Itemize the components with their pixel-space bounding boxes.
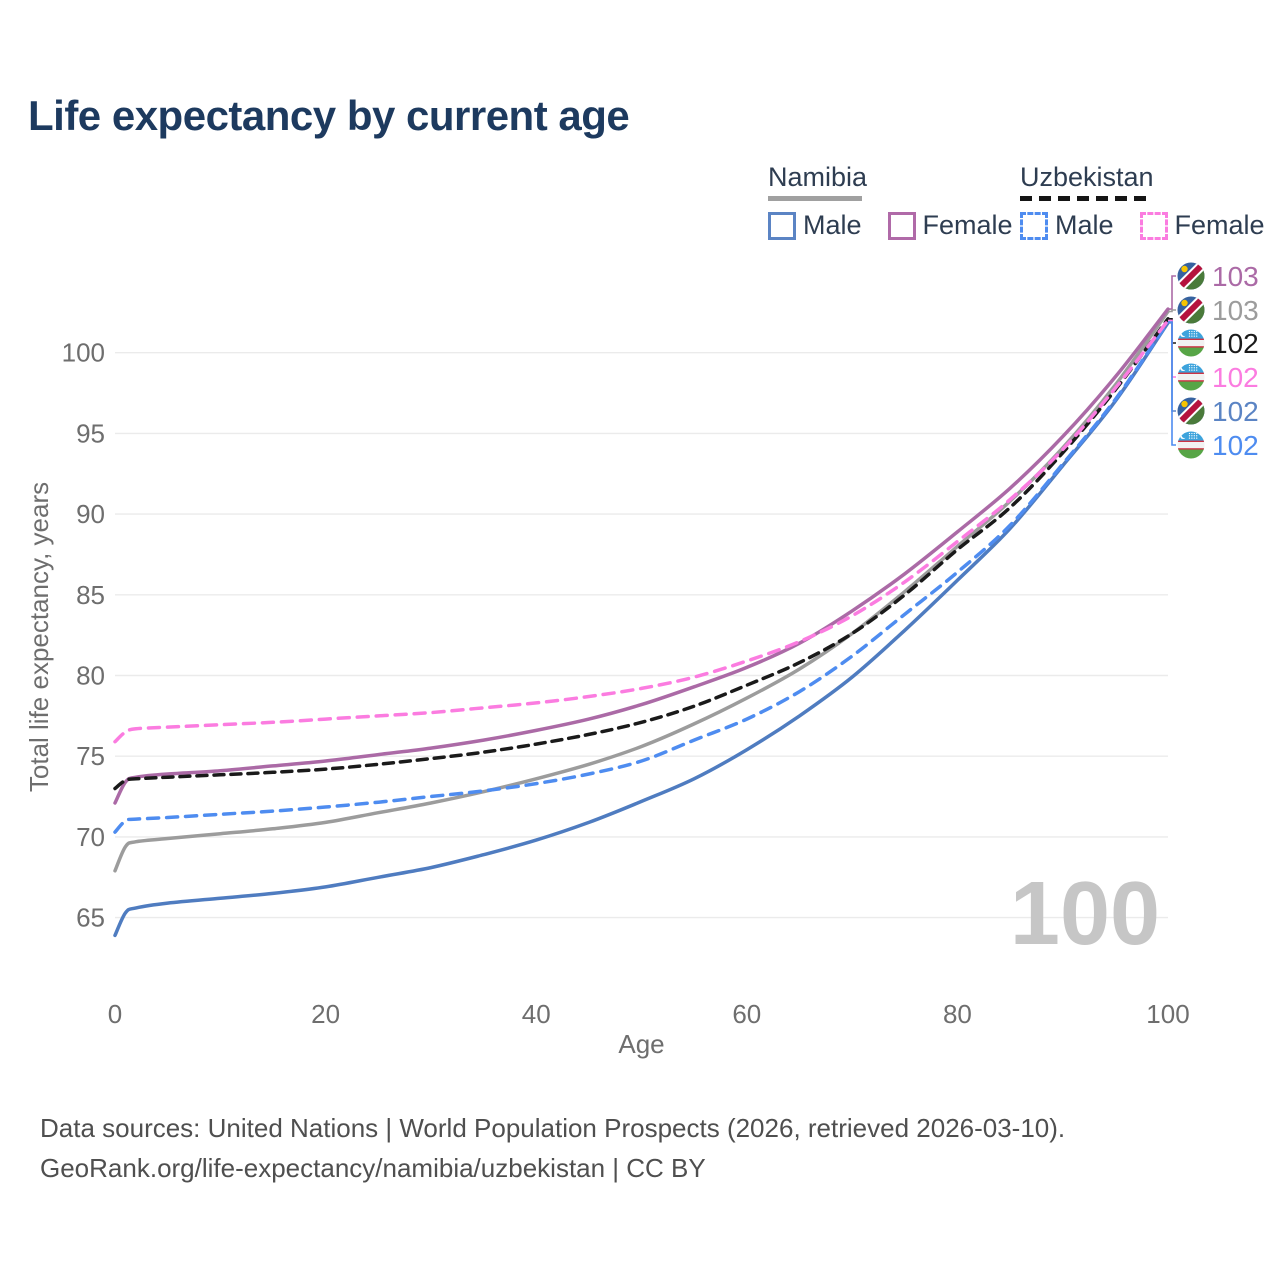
- legend-item-namibia-male[interactable]: Male: [768, 210, 862, 241]
- uzbekistan-flag-icon: [1177, 363, 1205, 391]
- x-axis-title: Age: [618, 1029, 664, 1059]
- end-label-uzbekistan-total: 102: [1212, 328, 1259, 359]
- end-label-namibia-total: 103: [1212, 295, 1259, 326]
- namibia-male-swatch-icon: [768, 211, 796, 240]
- end-label-namibia-male: 102: [1212, 396, 1259, 427]
- x-tick-60: 60: [732, 999, 761, 1029]
- y-tick-80: 80: [76, 661, 105, 691]
- namibia-flag-icon: [1177, 262, 1205, 290]
- legend-item-uzbekistan-male[interactable]: Male: [1020, 210, 1114, 241]
- y-tick-90: 90: [76, 499, 105, 529]
- data-sources-text: Data sources: United Nations | World Pop…: [40, 1113, 1066, 1143]
- namibia-female-swatch-icon: [887, 211, 916, 240]
- footer: Data sources: United Nations | World Pop…: [40, 1108, 1065, 1188]
- y-tick-65: 65: [76, 903, 105, 933]
- y-tick-75: 75: [76, 741, 105, 771]
- uzbekistan-male-swatch-icon: [1020, 211, 1048, 240]
- x-tick-40: 40: [522, 999, 551, 1029]
- legend-group-namibia: Namibia Male Female: [768, 162, 1013, 241]
- y-tick-100: 100: [62, 338, 105, 368]
- page-title: Life expectancy by current age: [28, 92, 630, 139]
- leader-line-namibia-female: [1168, 275, 1176, 310]
- end-label-namibia-female: 103: [1212, 261, 1259, 292]
- legend-country-label: Uzbekistan: [1020, 162, 1154, 192]
- legend-item-namibia-female[interactable]: Female: [887, 210, 1013, 241]
- uzbekistan-flag-icon: [1177, 329, 1205, 357]
- uzbekistan-female-swatch-icon: [1139, 211, 1168, 240]
- attribution-text: GeoRank.org/life-expectancy/namibia/uzbe…: [40, 1153, 706, 1183]
- legend-item-label: Female: [1174, 210, 1265, 240]
- y-tick-70: 70: [76, 822, 105, 852]
- legend-item-label: Male: [803, 210, 862, 240]
- namibia-flag-icon: [1177, 296, 1205, 324]
- age-watermark: 100: [1010, 864, 1160, 964]
- x-tick-80: 80: [943, 999, 972, 1029]
- y-tick-85: 85: [76, 580, 105, 610]
- line-namibia-total[interactable]: [113, 309, 1170, 873]
- legend-group-uzbekistan: Uzbekistan Male Female: [1020, 162, 1265, 241]
- x-tick-20: 20: [311, 999, 340, 1029]
- x-tick-100: 100: [1146, 999, 1189, 1029]
- legend-country-label: Namibia: [768, 162, 868, 192]
- line-namibia-female[interactable]: [113, 307, 1170, 805]
- legend-country-uzbekistan[interactable]: Uzbekistan: [1020, 162, 1260, 201]
- line-uzbekistan-male[interactable]: [113, 320, 1170, 834]
- x-tick-0: 0: [108, 999, 122, 1029]
- line-namibia-male[interactable]: [113, 321, 1170, 938]
- leader-line-namibia-total: [1168, 309, 1176, 313]
- namibia-solid-line-swatch: [768, 196, 862, 201]
- line-uzbekistan-total[interactable]: [113, 317, 1170, 791]
- y-axis-title: Total life expectancy, years: [24, 482, 54, 792]
- end-label-uzbekistan-male: 102: [1212, 430, 1259, 461]
- uzbekistan-flag-icon: [1177, 431, 1205, 459]
- legend-item-label: Male: [1055, 210, 1114, 240]
- legend-item-uzbekistan-female[interactable]: Female: [1139, 210, 1265, 241]
- y-tick-95: 95: [76, 418, 105, 448]
- line-uzbekistan-female[interactable]: [113, 318, 1170, 744]
- end-label-uzbekistan-female: 102: [1212, 362, 1259, 393]
- legend-country-namibia[interactable]: Namibia: [768, 162, 998, 201]
- legend-item-label: Female: [922, 210, 1013, 240]
- leader-line-uzbekistan-male: [1168, 321, 1176, 446]
- uzbekistan-dashed-line-swatch: [1020, 196, 1150, 201]
- namibia-flag-icon: [1177, 397, 1205, 425]
